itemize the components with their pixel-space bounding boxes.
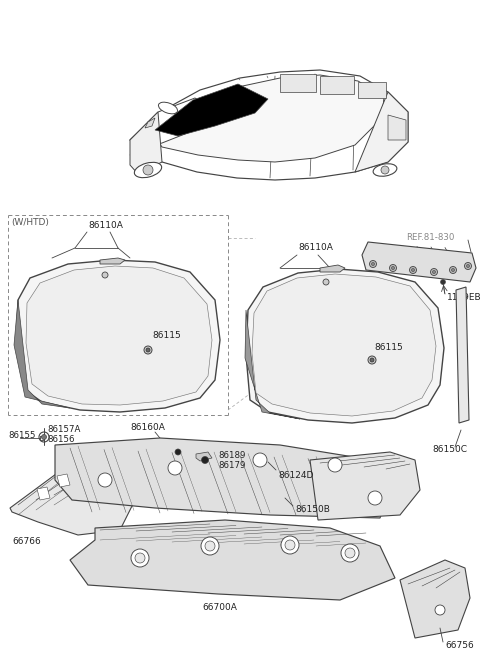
Circle shape [411,268,415,272]
Polygon shape [320,265,345,272]
Polygon shape [26,266,212,405]
Circle shape [441,279,445,285]
Circle shape [202,457,208,464]
Polygon shape [100,258,125,264]
Text: 66700A: 66700A [202,604,237,613]
Circle shape [98,473,112,487]
Text: 1129EB: 1129EB [447,293,480,302]
Circle shape [345,548,355,558]
Polygon shape [145,118,155,128]
Circle shape [409,266,417,274]
Text: 86157A: 86157A [47,426,80,434]
Circle shape [323,279,329,285]
Polygon shape [155,84,268,136]
Circle shape [370,260,376,268]
Circle shape [328,458,342,472]
Polygon shape [362,242,476,282]
Circle shape [281,536,299,554]
Polygon shape [310,452,420,520]
Polygon shape [252,274,436,416]
Text: 86160A: 86160A [130,424,165,432]
Circle shape [381,166,389,174]
Circle shape [435,605,445,615]
Polygon shape [245,310,300,419]
Polygon shape [130,98,215,150]
Circle shape [201,537,219,555]
Polygon shape [196,452,212,461]
Circle shape [168,461,182,475]
Circle shape [102,272,108,278]
Circle shape [368,356,376,364]
Circle shape [370,358,374,362]
Polygon shape [130,112,162,174]
Text: 66756: 66756 [445,642,474,651]
Polygon shape [456,287,469,423]
Circle shape [131,549,149,567]
Ellipse shape [158,102,178,113]
Circle shape [368,491,382,505]
Circle shape [449,266,456,274]
Circle shape [467,264,469,268]
Polygon shape [246,269,444,423]
Polygon shape [152,75,384,162]
Text: 86150C: 86150C [432,445,467,455]
Text: 86110A: 86110A [298,243,333,253]
Polygon shape [355,92,408,172]
Ellipse shape [373,164,397,176]
Text: (W/HTD): (W/HTD) [11,218,49,228]
Polygon shape [358,82,386,98]
Polygon shape [320,76,354,94]
Circle shape [41,434,47,440]
Text: 86179: 86179 [218,461,245,470]
Polygon shape [16,260,220,412]
Polygon shape [280,74,316,92]
Circle shape [205,541,215,551]
Polygon shape [130,70,408,180]
Circle shape [452,268,455,272]
Text: 86115: 86115 [152,331,181,340]
Circle shape [146,348,150,352]
Circle shape [432,270,435,274]
Polygon shape [10,460,140,535]
Ellipse shape [134,162,162,178]
Text: 86124D: 86124D [278,470,313,480]
Text: 86115: 86115 [374,344,403,352]
Circle shape [372,262,374,266]
Circle shape [389,264,396,272]
Circle shape [143,165,153,175]
Circle shape [135,553,145,563]
Polygon shape [55,438,390,518]
Circle shape [253,453,267,467]
Text: 86155: 86155 [8,432,36,440]
Text: 86156: 86156 [47,436,74,445]
Text: 66766: 66766 [12,537,41,546]
Polygon shape [400,560,470,638]
Polygon shape [57,474,70,487]
Text: REF.81-830: REF.81-830 [406,232,455,241]
Polygon shape [37,487,50,500]
Text: 86189: 86189 [218,451,245,461]
Text: 86110A: 86110A [88,222,123,230]
Circle shape [341,544,359,562]
Polygon shape [14,300,70,408]
Circle shape [144,346,152,354]
Circle shape [175,449,181,455]
Circle shape [392,266,395,270]
Polygon shape [70,520,395,600]
Circle shape [465,262,471,270]
Circle shape [285,540,295,550]
Polygon shape [388,115,406,140]
Circle shape [431,268,437,276]
Text: 86150B: 86150B [295,506,330,514]
